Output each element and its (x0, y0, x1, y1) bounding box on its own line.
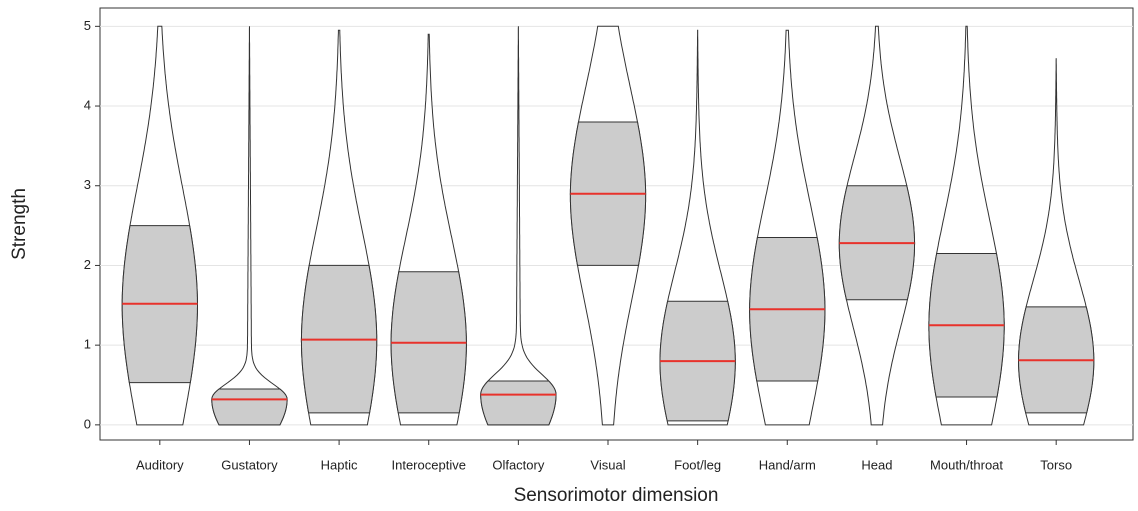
x-tick-label: Foot/leg (674, 457, 721, 472)
y-tick-label: 4 (84, 97, 91, 112)
x-tick-label: Head (861, 457, 892, 472)
y-tick-label: 2 (84, 257, 91, 272)
y-tick-label: 1 (84, 337, 91, 352)
x-tick-label: Interoceptive (392, 457, 466, 472)
y-axis-title: Strength (9, 188, 30, 260)
violin (211, 26, 288, 426)
y-tick-label: 5 (84, 18, 91, 33)
x-tick-label: Haptic (321, 457, 358, 472)
x-tick-label: Visual (590, 457, 625, 472)
x-tick-label: Auditory (136, 457, 184, 472)
iqr-band (211, 388, 288, 426)
violin (480, 26, 557, 426)
x-tick-label: Torso (1040, 457, 1072, 472)
y-tick-label: 0 (84, 416, 91, 431)
x-axis-title: Sensorimotor dimension (514, 485, 719, 506)
x-tick-label: Gustatory (221, 457, 278, 472)
plot-frame (99, 7, 1134, 441)
iqr-band (480, 380, 557, 426)
x-tick-label: Olfactory (492, 457, 545, 472)
x-tick-label: Mouth/throat (930, 457, 1003, 472)
x-tick-label: Hand/arm (759, 457, 816, 472)
y-tick-label: 3 (84, 177, 91, 192)
